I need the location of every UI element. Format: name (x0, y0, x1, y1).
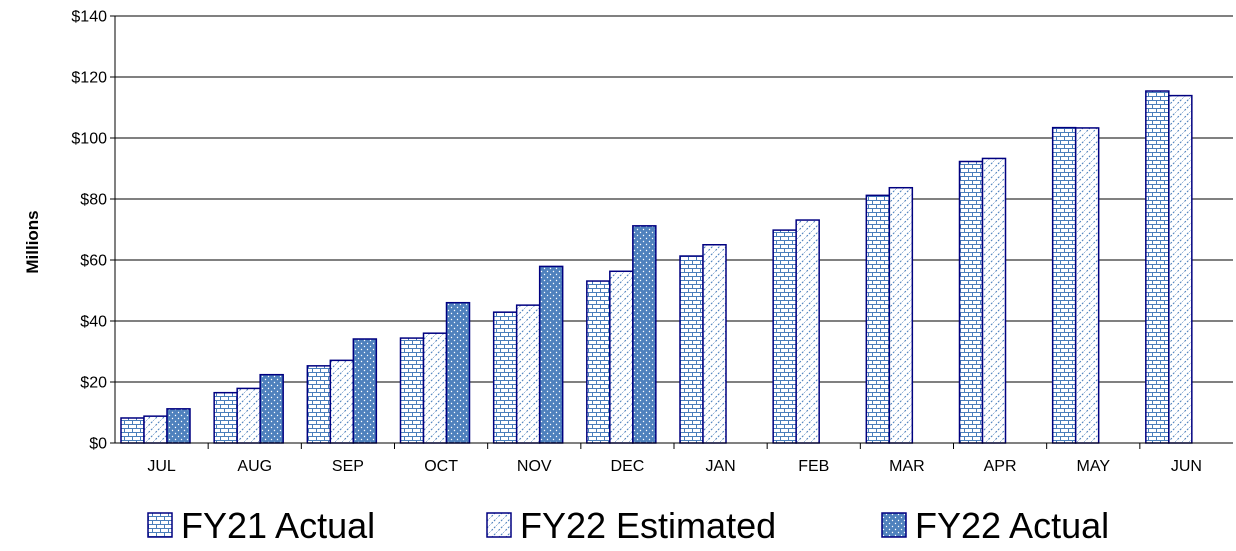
bar-fy22-estimated-jan (702, 244, 727, 444)
bar-fy21-actual-nov (492, 311, 518, 444)
y-tick-label: $140 (71, 9, 107, 26)
bar-fy21-actual-may (1051, 126, 1077, 444)
bar-fy21-actual-aug (213, 391, 238, 444)
x-tick-label: SEP (332, 458, 364, 475)
legend-swatch-diagonal (486, 512, 512, 538)
x-tick-labels: JUL AUG SEP OCT NOV DEC JAN FEB MAR APR MAY JUN (147, 458, 1202, 475)
y-tick-label: $120 (71, 70, 107, 87)
bar-fy21-actual-apr (958, 160, 984, 444)
y-tick-label: $0 (89, 436, 107, 453)
legend-label: FY22 Actual (915, 505, 1109, 546)
bar-fy21-actual-jul (120, 417, 145, 444)
y-tick-label: $20 (80, 375, 107, 392)
x-tick-label: FEB (798, 458, 829, 475)
bar-fy22-estimated-feb (795, 219, 820, 444)
bar-fy22-estimated-may (1074, 127, 1100, 444)
x-tick-label: AUG (237, 458, 272, 475)
x-tick-label: NOV (517, 458, 552, 475)
bar-fy22-actual-jul (166, 408, 191, 444)
bar-fy21-actual-oct (399, 337, 425, 444)
bar-fy22-estimated-sep (329, 359, 355, 444)
bar-fy21-actual-mar (865, 194, 891, 444)
x-tick-label: APR (984, 458, 1017, 475)
y-tick-label: $60 (80, 253, 107, 270)
legend-label: FY22 Estimated (520, 505, 776, 546)
bar-fy22-actual-nov (538, 265, 564, 444)
gridlines (115, 15, 1233, 383)
x-tick-label: JUN (1171, 458, 1202, 475)
bar-fy21-actual-sep (306, 365, 332, 444)
axes (110, 15, 1233, 449)
bars (120, 90, 1193, 444)
bar-fy22-actual-aug (259, 373, 284, 444)
y-tick-label: $80 (80, 192, 107, 209)
legend-swatch-brick (147, 512, 173, 538)
legend: FY21 Actual FY22 Estimated FY22 Actual (147, 505, 1109, 546)
bar-fy22-estimated-nov (515, 304, 541, 444)
bar-fy22-actual-dec (632, 225, 657, 444)
bar-fy21-actual-jun (1145, 90, 1170, 444)
x-tick-label: JUL (147, 458, 176, 475)
y-tick-label: $100 (71, 131, 107, 148)
legend-label: FY21 Actual (181, 505, 375, 546)
bar-fy22-actual-oct (445, 301, 471, 444)
bar-fy22-estimated-oct (422, 332, 448, 444)
bar-fy21-actual-dec (586, 280, 611, 444)
bar-fy22-estimated-dec (609, 270, 634, 444)
y-tick-labels: $0 $20 $40 $60 $80 $100 $120 $140 (71, 9, 107, 453)
bar-fy22-estimated-aug (236, 387, 261, 444)
bar-fy21-actual-feb (772, 229, 797, 444)
y-axis-label: Millions (23, 210, 42, 273)
x-tick-label: JAN (705, 458, 735, 475)
legend-swatch-dots (881, 512, 907, 538)
bar-fy22-estimated-mar (888, 186, 914, 444)
bar-fy22-actual-sep (352, 338, 378, 444)
bar-fy21-actual-jan (679, 255, 704, 444)
bar-fy22-estimated-apr (981, 157, 1007, 444)
y-tick-label: $40 (80, 314, 107, 331)
x-tick-label: DEC (611, 458, 645, 475)
bar-fy22-estimated-jul (143, 415, 168, 444)
bar-fy22-estimated-jun (1168, 94, 1193, 444)
x-tick-label: OCT (424, 458, 458, 475)
x-tick-label: MAY (1077, 458, 1111, 475)
x-tick-label: MAR (889, 458, 925, 475)
